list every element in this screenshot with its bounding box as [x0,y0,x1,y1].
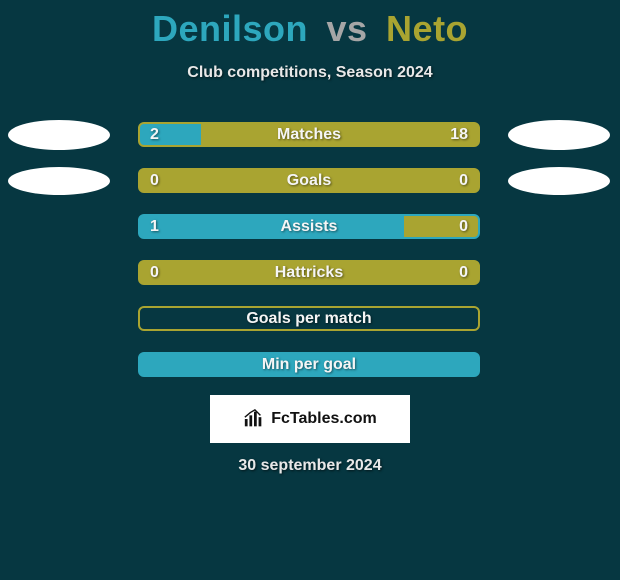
player1-oval [8,167,110,195]
stat-bar: Min per goal [138,352,480,377]
stat-bar: 00Hattricks [138,260,480,285]
stat-bar: 218Matches [138,122,480,147]
branding-text: FcTables.com [271,410,377,428]
subtitle: Club competitions, Season 2024 [0,64,620,82]
player1-oval [8,120,110,150]
stat-row: 218Matches [0,122,620,147]
stat-row: 00Hattricks [0,260,620,285]
player2-oval [508,120,610,150]
stat-bar: Goals per match [138,306,480,331]
stat-rows: 218Matches 00Goals 10Assists 00Hattricks Goa… [0,122,620,377]
comparison-title: Denilson vs Neto [0,0,620,50]
stat-bar: 00Goals [138,168,480,193]
stat-row: 10Assists [0,214,620,239]
player2-oval [508,167,610,195]
branding-badge: FcTables.com [210,395,410,443]
stat-row: Min per goal [0,352,620,377]
stat-label: Hattricks [140,262,478,283]
date-label: 30 september 2024 [0,457,620,475]
stat-label: Min per goal [140,354,478,375]
stat-label: Matches [140,124,478,145]
stat-label: Goals per match [140,308,478,329]
player2-name: Neto [386,8,468,49]
vs-label: vs [326,8,367,49]
stat-row: Goals per match [0,306,620,331]
chart-icon [243,408,265,430]
stat-row: 00Goals [0,168,620,193]
stat-bar: 10Assists [138,214,480,239]
player1-name: Denilson [152,8,308,49]
stat-label: Assists [140,216,478,237]
stat-label: Goals [140,170,478,191]
